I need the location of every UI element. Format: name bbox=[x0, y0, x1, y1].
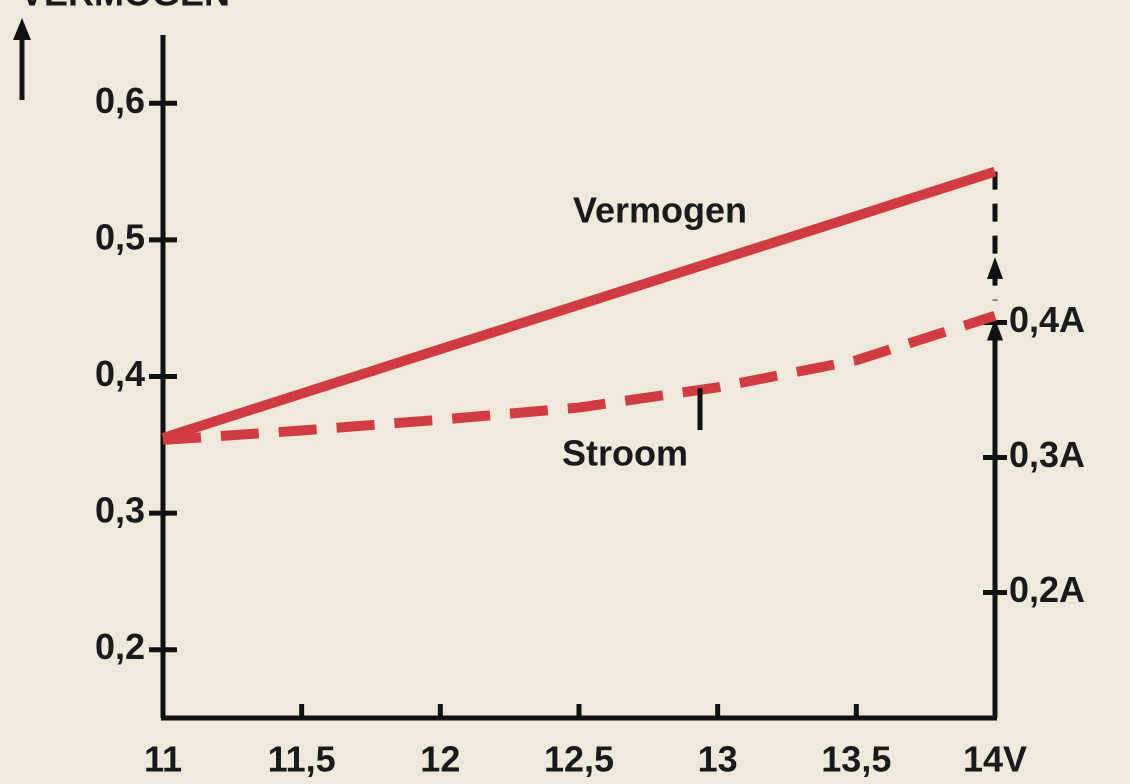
y2-tick-label: 0,2A bbox=[1009, 569, 1085, 610]
y-tick-label: 0,6 bbox=[95, 80, 145, 121]
x-tick-label: 12 bbox=[420, 739, 460, 780]
x-tick-label: 11 bbox=[144, 739, 182, 780]
x-tick-label: 13 bbox=[698, 739, 738, 780]
series-label: Stroom bbox=[562, 433, 688, 474]
y2-tick-label: 0,4A bbox=[1009, 299, 1085, 340]
y2-tick-label: 0,3A bbox=[1009, 434, 1085, 475]
connector-arrow-head bbox=[987, 257, 1003, 280]
x-tick-label: 14V bbox=[963, 739, 1027, 780]
y-arrow-head bbox=[13, 18, 31, 40]
series-line bbox=[161, 166, 997, 443]
y2-arrow-head bbox=[987, 318, 1003, 341]
x-tick-label: 13,5 bbox=[821, 739, 891, 780]
series-label: Vermogen bbox=[573, 190, 747, 231]
y-tick-label: 0,5 bbox=[95, 216, 145, 257]
y-tick-label: 0,4 bbox=[95, 353, 145, 394]
y-axis-label: VERMOGEN bbox=[20, 0, 230, 14]
series-line bbox=[162, 310, 997, 445]
y-tick-label: 0,3 bbox=[95, 490, 145, 531]
y-tick-label: 0,2 bbox=[95, 626, 145, 667]
x-tick-label: 11,5 bbox=[268, 739, 336, 780]
x-tick-label: 12,5 bbox=[544, 739, 614, 780]
